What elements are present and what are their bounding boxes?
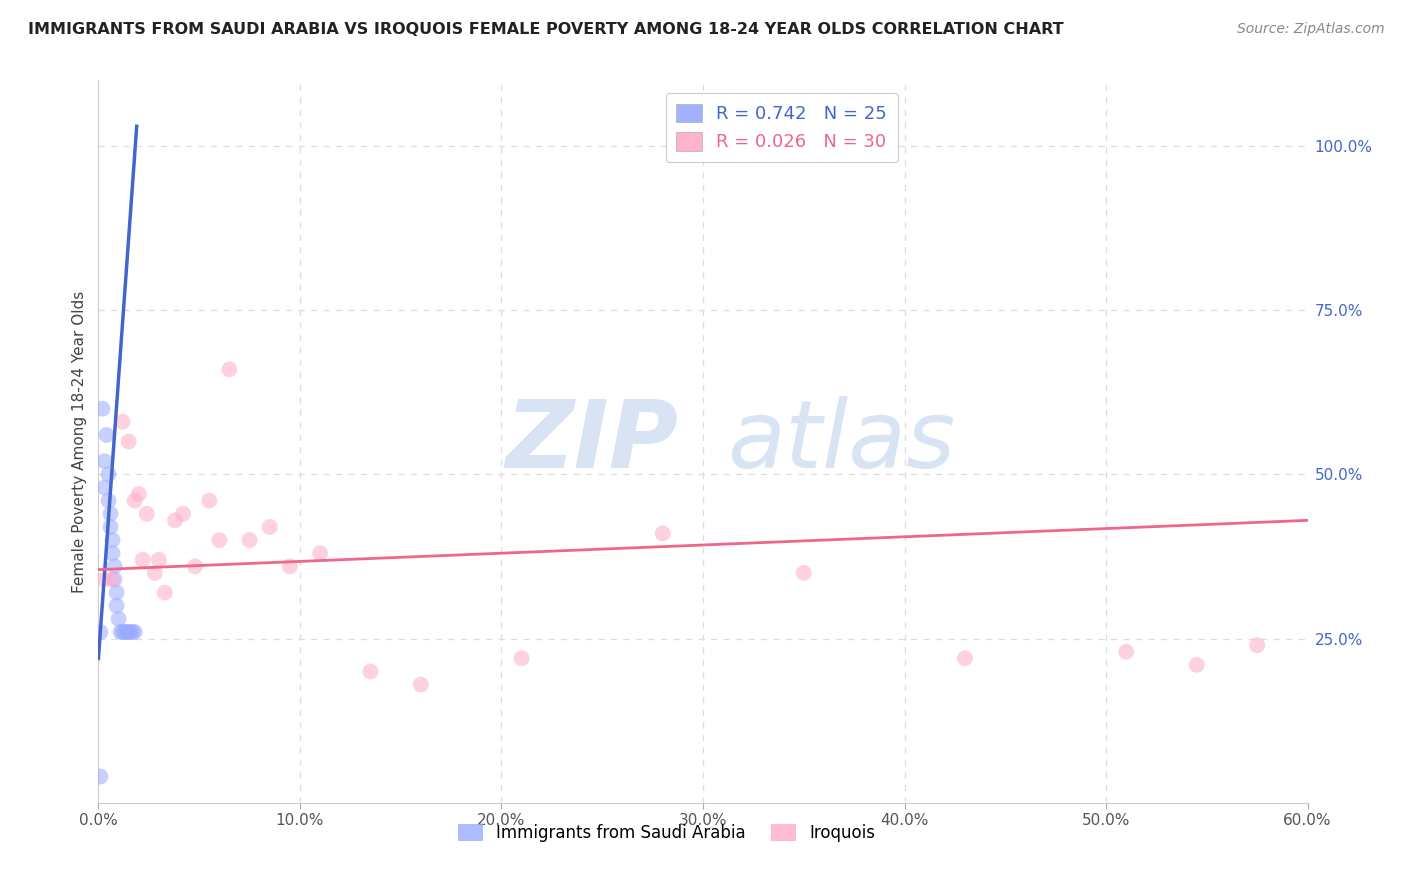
Point [118,434,141,449]
Point [184,559,207,574]
Point [309,546,332,560]
Legend: Immigrants from Saudi Arabia, Iroquois: Immigrants from Saudi Arabia, Iroquois [451,817,882,848]
Point [118,625,141,640]
Y-axis label: Female Poverty Among 18-24 Year Olds: Female Poverty Among 18-24 Year Olds [72,291,87,592]
Point [172,507,194,521]
Point [93,573,115,587]
Point [510,651,533,665]
Point [100,520,122,534]
Point [103,573,125,587]
Point [239,533,262,547]
Point [208,533,231,547]
Point [96,428,118,442]
Point [198,493,221,508]
Point [278,559,301,574]
Point [124,625,146,640]
Text: atlas: atlas [727,396,956,487]
Point [124,493,146,508]
Point [121,625,143,640]
Point [110,625,132,640]
Point [163,513,186,527]
Point [97,467,120,482]
Point [132,553,155,567]
Point [101,573,124,587]
Point [153,585,176,599]
Point [953,651,976,665]
Point [409,677,432,691]
Text: IMMIGRANTS FROM SAUDI ARABIA VS IROQUOIS FEMALE POVERTY AMONG 18-24 YEAR OLDS CO: IMMIGRANTS FROM SAUDI ARABIA VS IROQUOIS… [28,22,1064,37]
Text: Source: ZipAtlas.com: Source: ZipAtlas.com [1237,22,1385,37]
Point [107,612,129,626]
Point [89,625,111,640]
Point [111,625,134,640]
Point [128,487,150,501]
Point [143,566,166,580]
Point [1246,638,1268,652]
Point [101,546,124,560]
Point [1115,645,1137,659]
Point [148,553,170,567]
Point [105,585,128,599]
Point [259,520,281,534]
Point [115,625,138,640]
Point [101,533,124,547]
Point [1185,657,1208,672]
Point [218,362,240,376]
Point [651,526,673,541]
Point [135,507,157,521]
Point [93,454,115,468]
Point [100,507,122,521]
Point [89,770,111,784]
Point [120,625,142,640]
Point [360,665,382,679]
Point [93,481,115,495]
Point [97,493,120,508]
Point [105,599,128,613]
Point [103,559,125,574]
Text: ZIP: ZIP [506,395,679,488]
Point [111,415,134,429]
Point [91,401,114,416]
Point [793,566,815,580]
Point [114,625,136,640]
